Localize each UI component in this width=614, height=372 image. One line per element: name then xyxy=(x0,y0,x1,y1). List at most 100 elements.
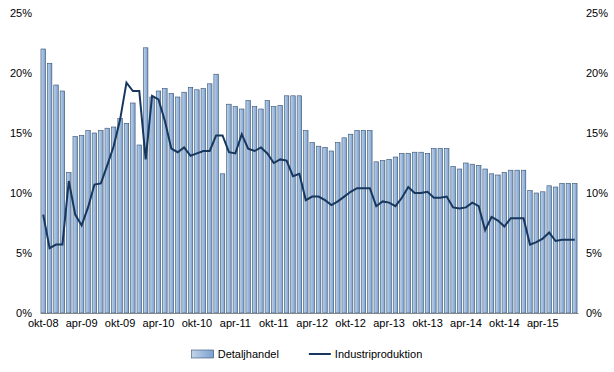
legend-item: Industriproduktion xyxy=(309,348,422,360)
bar xyxy=(118,119,122,313)
bar xyxy=(444,149,448,313)
bar-series xyxy=(41,48,577,313)
bar xyxy=(73,137,77,313)
bar xyxy=(393,157,397,313)
bar xyxy=(451,167,455,313)
tick: apr-14 xyxy=(450,313,482,329)
bar xyxy=(131,103,135,313)
tick-label: 10% xyxy=(586,187,608,199)
bar xyxy=(60,91,64,313)
bar xyxy=(252,107,256,313)
tick: okt-09 xyxy=(105,313,136,329)
legend-item: Detaljhandel xyxy=(192,348,279,360)
bar xyxy=(188,87,192,313)
bar xyxy=(355,131,359,313)
bar xyxy=(207,84,211,313)
bar xyxy=(297,96,301,313)
tick-label: apr-09 xyxy=(66,317,98,329)
axis-line xyxy=(40,14,41,314)
bar xyxy=(419,152,423,313)
bar xyxy=(99,131,103,313)
bar xyxy=(380,161,384,313)
tick-label: apr-13 xyxy=(373,317,405,329)
bar xyxy=(406,153,410,313)
tick: okt-11 xyxy=(259,313,289,329)
bar xyxy=(566,183,570,313)
tick-label: apr-15 xyxy=(527,317,559,329)
tick: 15% xyxy=(10,127,40,139)
bar xyxy=(124,123,128,313)
tick-label: 5% xyxy=(16,247,32,259)
bar xyxy=(348,134,352,313)
bar xyxy=(92,133,96,313)
bar xyxy=(438,149,442,313)
bar xyxy=(412,152,416,313)
bar xyxy=(329,151,333,313)
tick: apr-12 xyxy=(296,313,328,329)
bar xyxy=(336,143,340,313)
bar xyxy=(509,170,513,313)
tick-label: 5% xyxy=(586,247,602,259)
tick: apr-10 xyxy=(143,313,175,329)
tick: 5% xyxy=(16,247,40,259)
line xyxy=(43,83,575,249)
tick-label: okt-11 xyxy=(259,317,289,329)
bar xyxy=(489,174,493,313)
tick-label: 20% xyxy=(586,67,608,79)
bar xyxy=(265,101,269,313)
tick-label: okt-13 xyxy=(412,317,443,329)
bar xyxy=(214,74,218,313)
bar xyxy=(425,153,429,313)
tick: apr-13 xyxy=(373,313,405,329)
tick: okt-13 xyxy=(412,313,443,329)
bar xyxy=(304,131,308,313)
bar xyxy=(137,145,141,313)
bar xyxy=(227,104,231,313)
tick: 15% xyxy=(578,127,608,139)
bar xyxy=(553,187,557,313)
bar xyxy=(201,89,205,313)
tick-label: 0% xyxy=(586,307,602,319)
bar xyxy=(400,153,404,313)
bar xyxy=(105,128,109,313)
bar xyxy=(432,149,436,313)
tick-label: 20% xyxy=(10,67,32,79)
bar xyxy=(502,173,506,313)
bar xyxy=(175,97,179,313)
tick: 25% xyxy=(578,7,608,19)
bar xyxy=(54,85,58,313)
legend-swatch xyxy=(309,353,331,355)
chart: 0%5%10%15%20%25%0%5%10%15%20%25%okt-08ap… xyxy=(0,0,614,372)
bar xyxy=(156,91,160,313)
legend-label: Industriproduktion xyxy=(335,348,422,360)
bar xyxy=(515,170,519,313)
tick-label: okt-14 xyxy=(489,317,520,329)
bar xyxy=(457,169,461,313)
plot-area: 0%5%10%15%20%25%0%5%10%15%20%25%okt-08ap… xyxy=(10,7,608,329)
tick-label: 15% xyxy=(10,127,32,139)
bar xyxy=(387,159,391,313)
bar xyxy=(323,147,327,313)
bar xyxy=(246,101,250,313)
y-axis: 0%5%10%15%20%25% xyxy=(10,7,41,319)
tick-label: okt-10 xyxy=(182,317,213,329)
tick-label: apr-12 xyxy=(296,317,328,329)
bar xyxy=(483,169,487,313)
legend-swatch xyxy=(192,350,214,358)
bar xyxy=(541,192,545,313)
legend: Detaljhandel Industriproduktion xyxy=(192,348,423,360)
bar xyxy=(528,191,532,313)
tick: 10% xyxy=(578,187,608,199)
tick-label: apr-14 xyxy=(450,317,482,329)
tick: apr-09 xyxy=(66,313,98,329)
bar xyxy=(547,186,551,313)
bar xyxy=(496,175,500,313)
bar xyxy=(560,183,564,313)
bar xyxy=(143,48,147,313)
tick-label: apr-11 xyxy=(220,317,251,329)
bar xyxy=(521,170,525,313)
marks xyxy=(41,48,577,313)
axis-line xyxy=(41,313,579,314)
tick-label: apr-10 xyxy=(143,317,175,329)
bar xyxy=(361,131,365,313)
